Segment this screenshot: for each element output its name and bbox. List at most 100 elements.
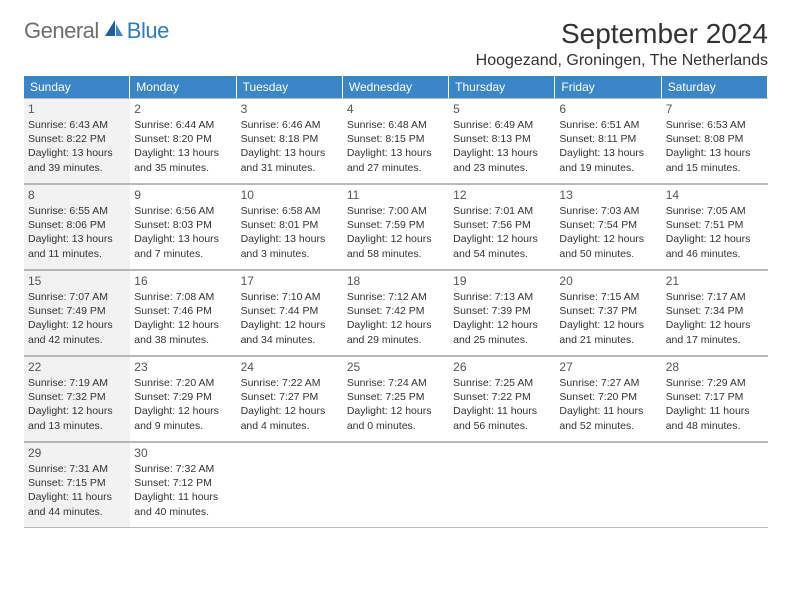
day-cell: 27Sunrise: 7:27 AMSunset: 7:20 PMDayligh…: [555, 356, 661, 442]
sunset-line: Sunset: 8:06 PM: [28, 218, 126, 232]
dow-header: Thursday: [449, 76, 555, 98]
daylight-line: Daylight: 13 hours and 11 minutes.: [28, 232, 126, 260]
daylight-line: Daylight: 12 hours and 46 minutes.: [666, 232, 764, 260]
sunset-line: Sunset: 7:34 PM: [666, 304, 764, 318]
empty-cell: [449, 442, 555, 528]
day-info: Sunrise: 6:58 AMSunset: 8:01 PMDaylight:…: [241, 204, 339, 261]
day-cell: 11Sunrise: 7:00 AMSunset: 7:59 PMDayligh…: [343, 184, 449, 270]
dow-header: Wednesday: [343, 76, 449, 98]
day-cell: 12Sunrise: 7:01 AMSunset: 7:56 PMDayligh…: [449, 184, 555, 270]
day-info: Sunrise: 6:46 AMSunset: 8:18 PMDaylight:…: [241, 118, 339, 175]
sunrise-line: Sunrise: 6:43 AM: [28, 118, 126, 132]
day-info: Sunrise: 6:49 AMSunset: 8:13 PMDaylight:…: [453, 118, 551, 175]
daylight-line: Daylight: 12 hours and 58 minutes.: [347, 232, 445, 260]
sunrise-line: Sunrise: 6:58 AM: [241, 204, 339, 218]
day-info: Sunrise: 7:25 AMSunset: 7:22 PMDaylight:…: [453, 376, 551, 433]
day-number: 5: [453, 102, 551, 116]
day-cell: 26Sunrise: 7:25 AMSunset: 7:22 PMDayligh…: [449, 356, 555, 442]
day-info: Sunrise: 7:22 AMSunset: 7:27 PMDaylight:…: [241, 376, 339, 433]
day-cell: 28Sunrise: 7:29 AMSunset: 7:17 PMDayligh…: [662, 356, 768, 442]
day-info: Sunrise: 7:20 AMSunset: 7:29 PMDaylight:…: [134, 376, 232, 433]
sunrise-line: Sunrise: 6:56 AM: [134, 204, 232, 218]
day-number: 30: [134, 446, 232, 460]
day-cell: 24 Sunrise: 7:22 AMSunset: 7:27 PMDayligh…: [237, 356, 343, 442]
sunset-line: Sunset: 7:29 PM: [134, 390, 232, 404]
sunset-line: Sunset: 7:42 PM: [347, 304, 445, 318]
daylight-line: Daylight: 11 hours and 56 minutes.: [453, 404, 551, 432]
sunset-line: Sunset: 7:12 PM: [134, 476, 232, 490]
day-info: Sunrise: 7:00 AMSunset: 7:59 PMDaylight:…: [347, 204, 445, 261]
sunset-line: Sunset: 8:08 PM: [666, 132, 764, 146]
sunset-line: Sunset: 8:01 PM: [241, 218, 339, 232]
sunrise-line: Sunrise: 7:19 AM: [28, 376, 126, 390]
day-number: 27: [559, 360, 657, 374]
empty-cell: [237, 442, 343, 528]
sunrise-line: Sunrise: 7:27 AM: [559, 376, 657, 390]
logo-text-general: General: [24, 18, 99, 44]
empty-cell: [555, 442, 661, 528]
sunset-line: Sunset: 8:13 PM: [453, 132, 551, 146]
day-cell: 25Sunrise: 7:24 AMSunset: 7:25 PMDayligh…: [343, 356, 449, 442]
sunrise-line: Sunrise: 7:15 AM: [559, 290, 657, 304]
sunrise-line: Sunrise: 7:13 AM: [453, 290, 551, 304]
day-number: 14: [666, 188, 764, 202]
day-cell: 19 Sunrise: 7:13 AMSunset: 7:39 PMDayligh…: [449, 270, 555, 356]
daylight-line: Daylight: 13 hours and 27 minutes.: [347, 146, 445, 174]
sunset-line: Sunset: 8:18 PM: [241, 132, 339, 146]
sunrise-line: Sunrise: 6:48 AM: [347, 118, 445, 132]
daylight-line: Daylight: 12 hours and 9 minutes.: [134, 404, 232, 432]
day-info: Sunrise: 7:12 AMSunset: 7:42 PMDaylight:…: [347, 290, 445, 347]
day-number: 3: [241, 102, 339, 116]
sunrise-line: Sunrise: 7:22 AM: [241, 376, 339, 390]
day-cell: 14Sunrise: 7:05 AMSunset: 7:51 PMDayligh…: [662, 184, 768, 270]
sunrise-line: Sunrise: 6:55 AM: [28, 204, 126, 218]
sunrise-line: Sunrise: 7:00 AM: [347, 204, 445, 218]
day-info: Sunrise: 7:19 AMSunset: 7:32 PMDaylight:…: [28, 376, 126, 433]
day-info: Sunrise: 7:07 AMSunset: 7:49 PMDaylight:…: [28, 290, 126, 347]
sunset-line: Sunset: 7:15 PM: [28, 476, 126, 490]
day-info: Sunrise: 7:03 AMSunset: 7:54 PMDaylight:…: [559, 204, 657, 261]
sunset-line: Sunset: 8:15 PM: [347, 132, 445, 146]
daylight-line: Daylight: 12 hours and 0 minutes.: [347, 404, 445, 432]
day-cell: 2Sunrise: 6:44 AMSunset: 8:20 PMDaylight…: [130, 98, 236, 184]
day-number: 21: [666, 274, 764, 288]
day-cell: 3 Sunrise: 6:46 AMSunset: 8:18 PMDaylight…: [237, 98, 343, 184]
daylight-line: Daylight: 12 hours and 29 minutes.: [347, 318, 445, 346]
sunset-line: Sunset: 7:51 PM: [666, 218, 764, 232]
sunrise-line: Sunrise: 6:49 AM: [453, 118, 551, 132]
daylight-line: Daylight: 12 hours and 34 minutes.: [241, 318, 339, 346]
day-cell: 23Sunrise: 7:20 AMSunset: 7:29 PMDayligh…: [130, 356, 236, 442]
day-cell: 16Sunrise: 7:08 AMSunset: 7:46 PMDayligh…: [130, 270, 236, 356]
daylight-line: Daylight: 11 hours and 48 minutes.: [666, 404, 764, 432]
sunset-line: Sunset: 7:27 PM: [241, 390, 339, 404]
day-info: Sunrise: 7:08 AMSunset: 7:46 PMDaylight:…: [134, 290, 232, 347]
day-number: 8: [28, 188, 126, 202]
sunrise-line: Sunrise: 7:01 AM: [453, 204, 551, 218]
sunset-line: Sunset: 7:22 PM: [453, 390, 551, 404]
day-info: Sunrise: 7:13 AMSunset: 7:39 PMDaylight:…: [453, 290, 551, 347]
sunrise-line: Sunrise: 6:44 AM: [134, 118, 232, 132]
sunrise-line: Sunrise: 7:29 AM: [666, 376, 764, 390]
daylight-line: Daylight: 13 hours and 23 minutes.: [453, 146, 551, 174]
sunset-line: Sunset: 7:59 PM: [347, 218, 445, 232]
daylight-line: Daylight: 13 hours and 3 minutes.: [241, 232, 339, 260]
day-number: 4: [347, 102, 445, 116]
day-cell: 17Sunrise: 7:10 AMSunset: 7:44 PMDayligh…: [237, 270, 343, 356]
sunset-line: Sunset: 8:03 PM: [134, 218, 232, 232]
day-number: 24: [241, 360, 339, 374]
day-number: 19: [453, 274, 551, 288]
day-number: 20: [559, 274, 657, 288]
sunrise-line: Sunrise: 6:46 AM: [241, 118, 339, 132]
sunrise-line: Sunrise: 6:53 AM: [666, 118, 764, 132]
sunrise-line: Sunrise: 7:24 AM: [347, 376, 445, 390]
sunset-line: Sunset: 7:25 PM: [347, 390, 445, 404]
dow-header: Friday: [555, 76, 661, 98]
daylight-line: Daylight: 13 hours and 31 minutes.: [241, 146, 339, 174]
day-info: Sunrise: 7:31 AMSunset: 7:15 PMDaylight:…: [28, 462, 126, 519]
day-number: 17: [241, 274, 339, 288]
sunrise-line: Sunrise: 7:12 AM: [347, 290, 445, 304]
sunrise-line: Sunrise: 7:07 AM: [28, 290, 126, 304]
sunrise-line: Sunrise: 7:17 AM: [666, 290, 764, 304]
sunset-line: Sunset: 7:46 PM: [134, 304, 232, 318]
day-cell: 8 Sunrise: 6:55 AMSunset: 8:06 PMDaylight…: [24, 184, 130, 270]
